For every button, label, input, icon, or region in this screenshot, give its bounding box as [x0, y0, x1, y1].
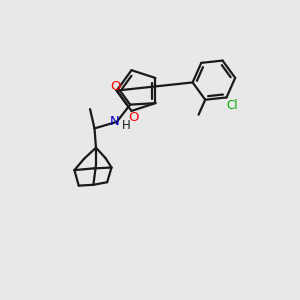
Text: O: O	[129, 111, 139, 124]
Text: Cl: Cl	[227, 99, 239, 112]
Text: O: O	[110, 80, 121, 93]
Text: H: H	[122, 119, 131, 132]
Text: N: N	[110, 116, 119, 128]
